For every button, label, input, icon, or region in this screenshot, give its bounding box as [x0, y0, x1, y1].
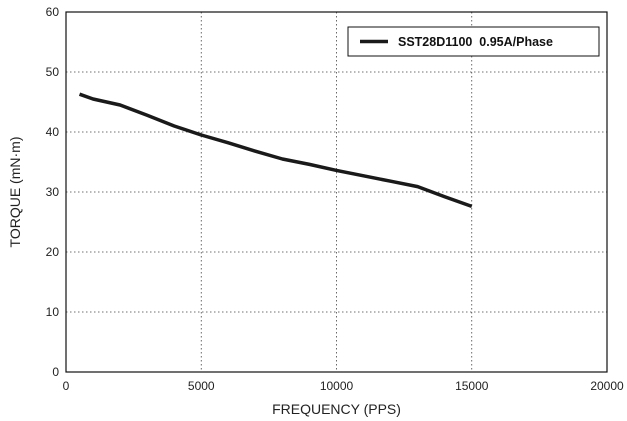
y-tick-label-2: 20	[46, 245, 60, 259]
x-tick-label-3: 15000	[455, 379, 489, 393]
y-tick-label-3: 30	[46, 185, 60, 199]
series-line-0	[78, 92, 473, 209]
x-tick-label-4: 20000	[590, 379, 624, 393]
plot-frame	[65, 11, 608, 373]
legend-box	[347, 26, 600, 57]
tick-labels: 0 5000 10000 15000 20000 0 10 20 30 40 50 60	[46, 5, 624, 393]
legend: SST28D1100 0.95A/Phase	[347, 26, 600, 57]
y-tick-label-1: 10	[46, 305, 60, 319]
grid-lines	[66, 12, 607, 372]
y-tick-label-5: 50	[46, 65, 60, 79]
y-tick-label-4: 40	[46, 125, 60, 139]
x-axis-label: FREQUENCY (PPS)	[272, 401, 401, 417]
y-tick-label-0: 0	[52, 365, 59, 379]
legend-entry: SST28D1100 0.95A/Phase	[398, 35, 553, 49]
y-axis-label: TORQUE (mN·m)	[7, 137, 23, 248]
x-tick-label-1: 5000	[188, 379, 215, 393]
x-tick-label-0: 0	[63, 379, 70, 393]
y-tick-label-6: 60	[46, 5, 60, 19]
x-tick-label-2: 10000	[320, 379, 354, 393]
series-lines	[78, 92, 473, 209]
